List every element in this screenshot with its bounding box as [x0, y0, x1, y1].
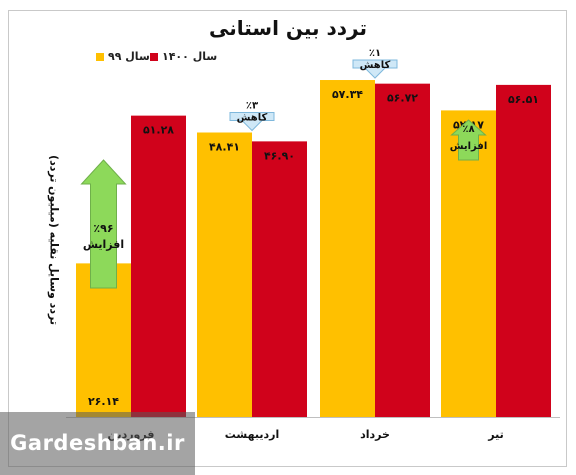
change-percent-2: ٪۳ — [246, 100, 258, 111]
legend-item-series-2: سال ۱۴۰۰ — [150, 50, 217, 63]
change-label-4: افزایش — [450, 141, 488, 152]
bar-2-2 — [252, 141, 307, 417]
legend-label-series-1: سال ۹۹ — [108, 50, 150, 63]
increase-arrow-4 — [450, 119, 487, 161]
legend-label-series-2: سال ۱۴۰۰ — [162, 50, 218, 63]
legend-swatch-series-2 — [150, 52, 158, 61]
bar-2-1 — [131, 115, 186, 418]
data-label-1-1: ۲۶.۱۴ — [88, 395, 119, 408]
increase-arrow-1 — [80, 159, 127, 289]
category-label-2: اردیبهشت — [225, 428, 279, 441]
data-label-1-3: ۵۷.۳۴ — [332, 88, 363, 101]
change-label-3: کاهش — [360, 60, 391, 71]
legend-swatch-series-1 — [96, 52, 104, 61]
bar-1-2 — [197, 132, 252, 417]
legend-item-series-1: سال ۹۹ — [96, 50, 150, 63]
bar-2-3 — [375, 83, 430, 417]
change-label-2: کاهش — [237, 112, 268, 123]
data-label-1-2: ۴۸.۴۱ — [209, 140, 240, 153]
decrease-arrow-3 — [352, 59, 398, 79]
chart-title: تردد بین استانی — [208, 16, 368, 40]
change-percent-3: ٪۱ — [369, 48, 381, 59]
bar-1-1 — [76, 263, 131, 417]
watermark: Gardeshban.ir — [0, 412, 195, 475]
change-percent-1: ٪۹۶ — [93, 222, 113, 235]
data-label-2-2: ۴۶.۹۰ — [264, 149, 295, 162]
bar-1-4 — [441, 110, 496, 417]
decrease-arrow-2 — [229, 111, 275, 132]
bar-2-4 — [496, 84, 551, 417]
data-label-2-3: ۵۶.۷۲ — [387, 92, 418, 105]
category-label-4: تیر — [487, 428, 503, 441]
data-label-2-1: ۵۱.۲۸ — [143, 124, 174, 137]
data-label-2-4: ۵۶.۵۱ — [508, 93, 539, 106]
change-percent-4: ٪۸ — [462, 124, 474, 135]
category-label-3: خرداد — [360, 428, 390, 441]
change-label-1: افزایش — [83, 238, 124, 251]
bar-1-3 — [320, 80, 375, 418]
